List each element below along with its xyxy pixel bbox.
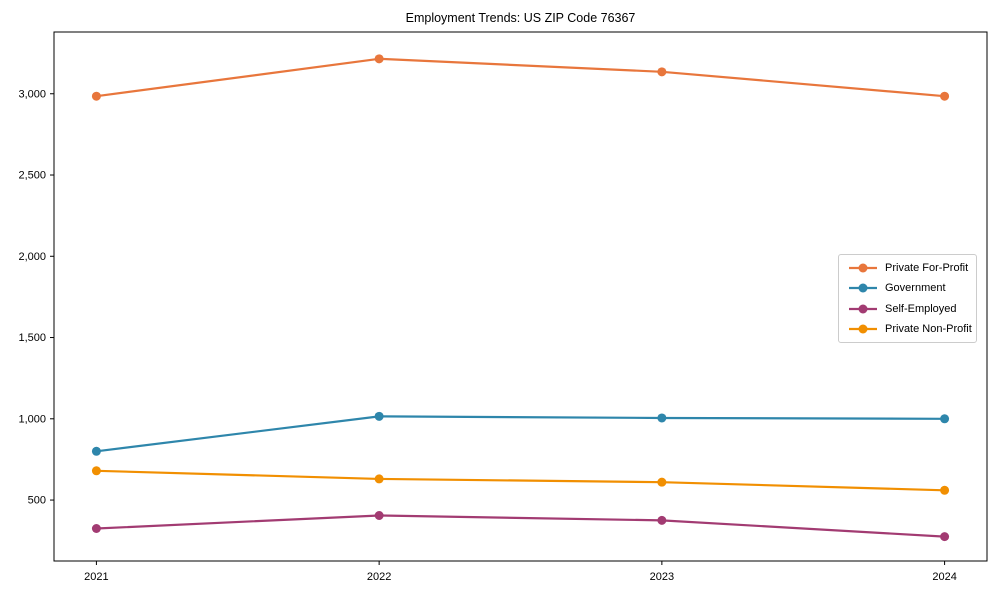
series-line-self-employed [95,514,946,538]
legend-entry-private-non-profit: Private Non-Profit [848,322,972,335]
legend-marker-icon [849,263,877,273]
series-line-government [95,415,946,453]
x-tick-label: 2022 [367,571,391,583]
legend-label: Private For-Profit [885,262,969,275]
chart-title: Employment Trends: US ZIP Code 76367 [405,11,636,25]
data-point-government-2021 [91,446,101,456]
legend-label: Private Non-Profit [885,322,972,335]
legend-entry-government: Government [848,282,970,294]
legend-label: Self-Employed [885,302,957,315]
data-point-private-for-profit-2023 [657,67,667,77]
legend-entry-self-employed: Self-Employed [848,303,970,315]
data-point-self-employed-2021 [91,523,101,533]
data-point-private-non-profit-2021 [91,466,101,476]
legend-marker-icon [849,283,877,293]
data-point-self-employed-2023 [657,515,667,525]
legend-label: Government [885,282,946,295]
legend-marker-icon [849,324,877,334]
series-line-private-for-profit [95,57,946,98]
legend-marker-icon [849,304,877,314]
data-point-private-non-profit-2022 [374,474,384,484]
y-tick-label: 3,000 [18,88,46,100]
data-point-government-2023 [657,413,667,423]
x-tick-label: 2021 [84,571,108,583]
y-tick-label: 1,500 [18,332,46,344]
x-tick-label: 2024 [932,571,956,583]
legend-entry-private-for-profit: Private For-Profit [848,262,970,274]
y-tick-label: 2,500 [18,170,46,182]
data-point-private-non-profit-2024 [940,485,950,495]
y-tick-label: 2,000 [18,251,46,263]
data-point-self-employed-2022 [374,510,384,520]
y-tick-label: 1,000 [18,413,46,425]
plot-frame [53,31,988,562]
y-tick-label: 500 [28,495,46,507]
series-line-private-non-profit [95,469,946,492]
data-point-private-for-profit-2022 [374,54,384,64]
data-point-private-for-profit-2021 [91,91,101,101]
x-tick-label: 2023 [650,571,674,583]
data-point-private-for-profit-2024 [940,91,950,101]
data-point-private-non-profit-2023 [657,477,667,487]
legend: Private For-Profit Government Self-Employe… [838,254,977,343]
data-point-self-employed-2024 [940,532,950,542]
data-point-government-2022 [374,411,384,421]
data-point-government-2024 [940,414,950,424]
